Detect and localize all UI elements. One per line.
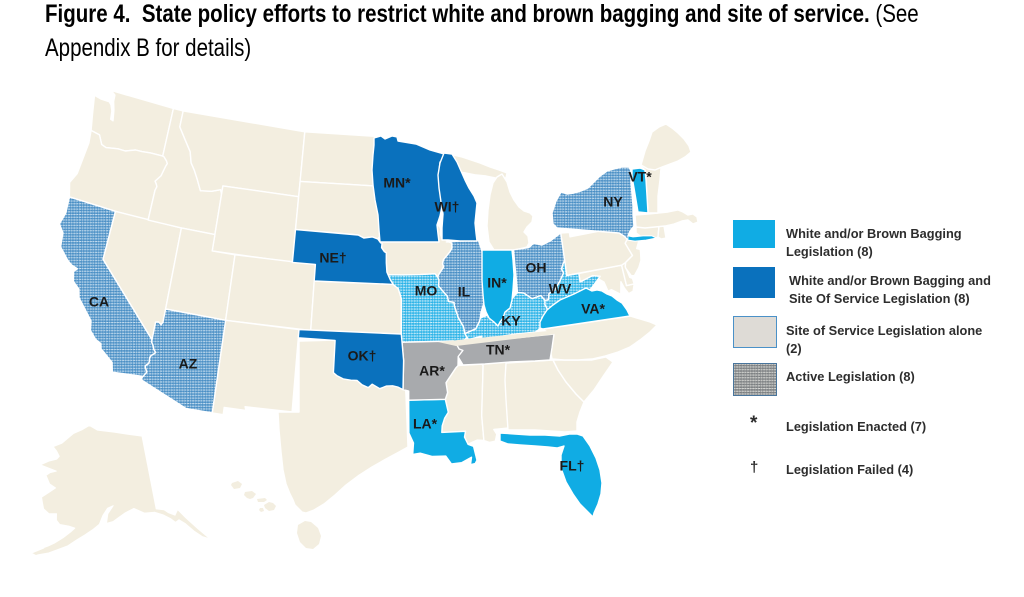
svg-text:TN*: TN* <box>486 342 511 358</box>
svg-text:WV: WV <box>549 281 572 297</box>
svg-text:LA*: LA* <box>413 416 438 432</box>
svg-text:WI†: WI† <box>435 199 460 215</box>
svg-text:NY: NY <box>603 194 623 210</box>
svg-text:FL†: FL† <box>560 458 585 474</box>
svg-text:MN*: MN* <box>383 175 411 191</box>
svg-text:CA: CA <box>89 294 109 310</box>
svg-text:AZ: AZ <box>179 356 198 372</box>
svg-text:NE†: NE† <box>319 250 346 266</box>
svg-text:OH: OH <box>526 260 547 276</box>
svg-text:IL: IL <box>458 284 471 300</box>
svg-text:KY: KY <box>501 313 521 329</box>
svg-text:VT*: VT* <box>628 169 652 185</box>
svg-text:OK†: OK† <box>348 348 377 364</box>
svg-text:AR*: AR* <box>419 363 445 379</box>
svg-text:MO: MO <box>415 283 438 299</box>
svg-text:VA*: VA* <box>581 301 605 317</box>
svg-text:IN*: IN* <box>487 275 507 291</box>
